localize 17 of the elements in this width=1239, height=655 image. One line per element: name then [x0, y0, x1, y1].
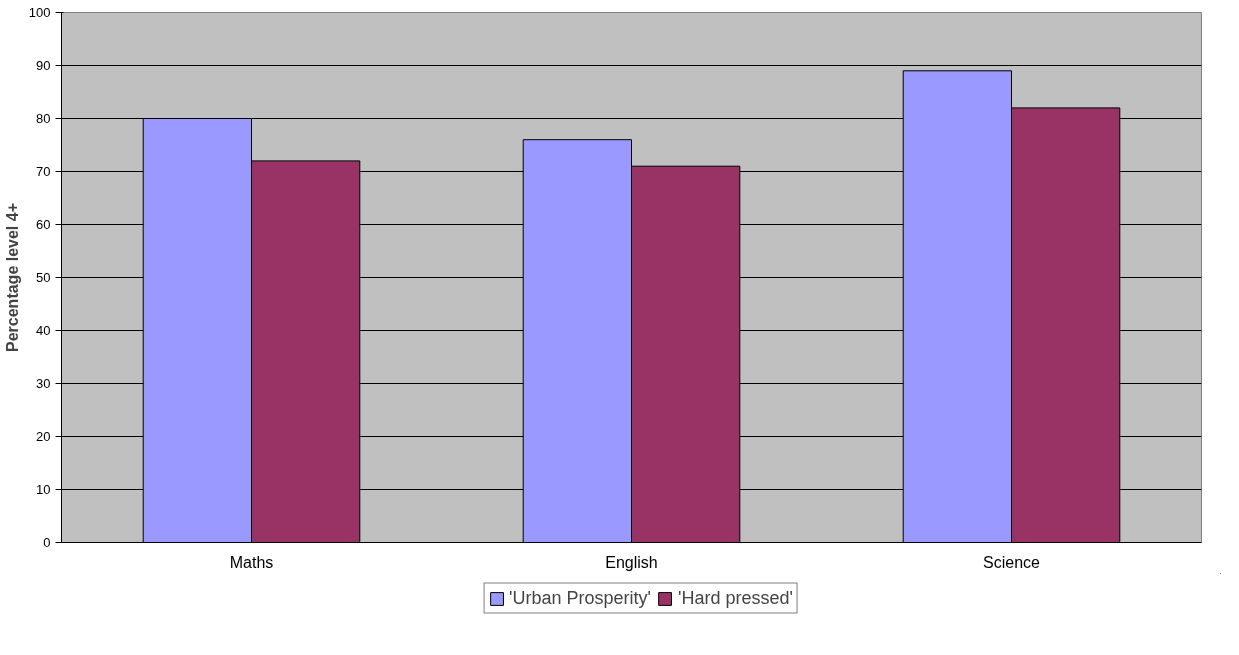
y-tick-label: 100	[28, 5, 51, 20]
y-tick-label: 50	[36, 270, 51, 285]
x-tick-label: Science	[983, 553, 1041, 571]
legend-label: 'Urban Prosperity'	[509, 587, 651, 609]
y-tick-label: 60	[36, 217, 51, 232]
x-tick-label: Maths	[229, 553, 274, 571]
y-tick-label: 90	[36, 58, 51, 73]
y-tick-label: 40	[36, 323, 51, 338]
y-tick-label: 10	[36, 482, 51, 497]
y-tick-label: 80	[36, 111, 51, 126]
y-tick-label: 70	[36, 164, 51, 179]
x-tick-label: English	[605, 553, 658, 571]
y-tick-label: 0	[43, 535, 51, 550]
y-tick-label: 20	[36, 429, 51, 444]
legend-label: 'Hard pressed'	[678, 587, 793, 609]
y-tick-label: 30	[36, 376, 51, 391]
y-axis-title: Percentage level 4+	[3, 203, 21, 352]
